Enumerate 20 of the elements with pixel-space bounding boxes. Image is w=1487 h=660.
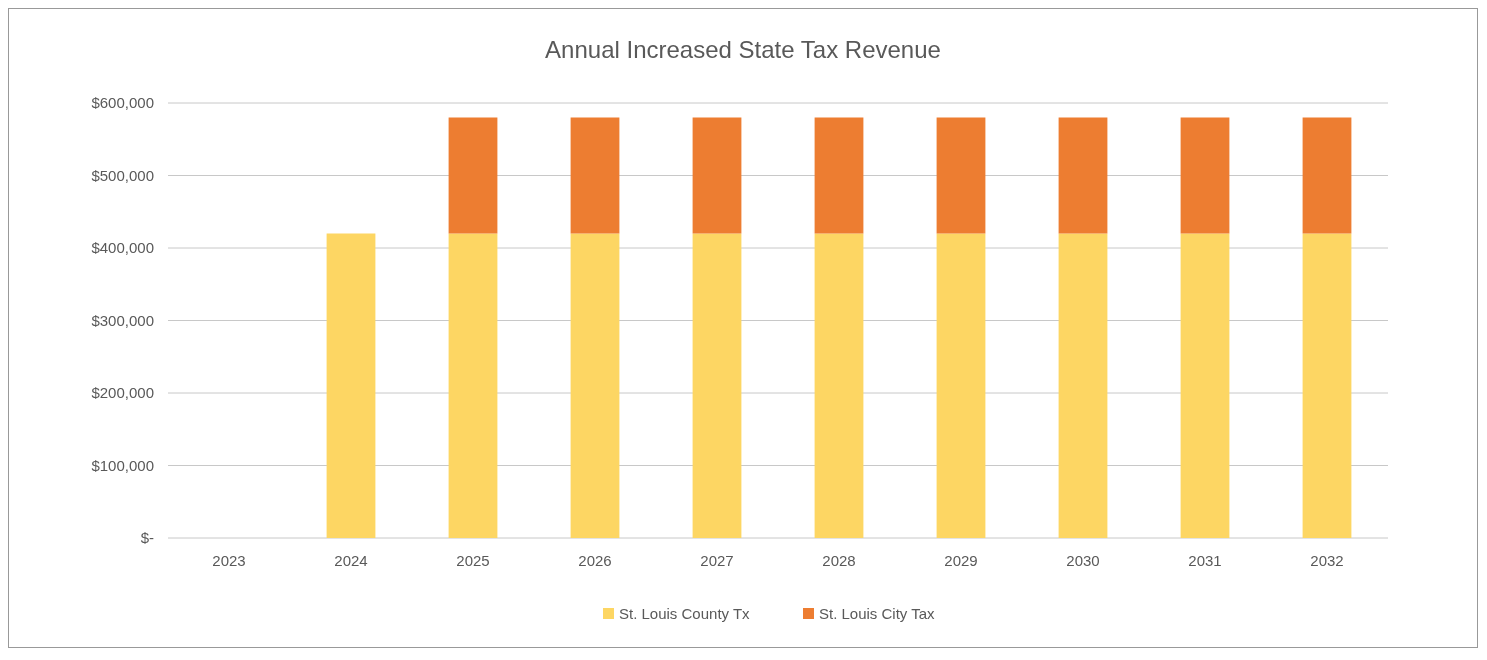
x-tick-label: 2029 (944, 552, 978, 569)
x-tick-label: 2031 (1188, 552, 1222, 569)
y-tick-label: $200,000 (91, 384, 154, 402)
legend-label: St. Louis City Tax (819, 605, 936, 623)
x-tick-label: 2027 (700, 552, 734, 569)
y-tick-label: $300,000 (91, 311, 154, 329)
y-tick-label: $100,000 (91, 456, 154, 474)
x-tick-label: 2032 (1310, 552, 1344, 569)
x-tick-label: 2023 (212, 552, 246, 569)
x-tick-label: 2025 (456, 552, 490, 569)
chart-title: Annual Increased State Tax Revenue (545, 36, 941, 63)
y-tick-label: $600,000 (91, 94, 154, 112)
x-tick-label: 2024 (334, 552, 368, 569)
x-tick-label: 2030 (1066, 552, 1100, 569)
x-tick-label: 2026 (578, 552, 612, 569)
x-tick-label: 2028 (822, 552, 856, 569)
y-tick-label: $- (140, 529, 154, 547)
y-tick-label: $500,000 (91, 166, 154, 184)
y-tick-label: $400,000 (91, 239, 154, 257)
legend-label: St. Louis County Tx (619, 605, 751, 623)
